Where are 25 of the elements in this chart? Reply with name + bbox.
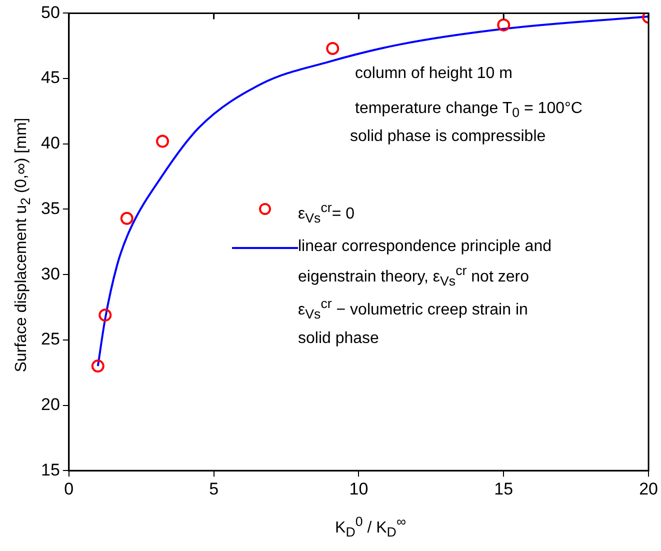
- point: [91, 360, 104, 373]
- y-tick-label: 35: [40, 198, 60, 218]
- x-tick-label: 15: [494, 479, 514, 498]
- annotation: solid phase is compressible: [350, 127, 547, 147]
- legend-label: ε$_{Vs}$$^{cr}$= 0: [298, 199, 356, 228]
- y-tick-label: 15: [40, 460, 60, 480]
- y-tick-label: 40: [40, 134, 60, 153]
- y-tick-label: 30: [40, 264, 60, 284]
- point: [98, 308, 112, 322]
- x-tick-label: 0: [64, 479, 74, 498]
- annotation: temperature change T$_{0}$ = 100°C: [355, 99, 584, 122]
- legend-label: linear correspondence principle and eigenstrain theory, ε$_{Vs}$$^{cr}$ not zero: [298, 236, 552, 290]
- point: [120, 212, 134, 225]
- y-tick-label: 25: [40, 330, 60, 349]
- point: [326, 42, 340, 55]
- x-tick-label: 20: [639, 479, 658, 498]
- x-tick-label: 5: [209, 479, 219, 498]
- annotation: ε$_{Vs}$$^{cr}$ − volumetric creep strain in solid phase: [298, 295, 529, 349]
- y-tick-label: 50: [40, 2, 60, 22]
- point: [156, 134, 170, 148]
- annotation: column of height 10 m: [355, 64, 514, 84]
- y-tick-label: 20: [40, 394, 60, 414]
- y-tick-label: 45: [40, 68, 60, 88]
- x-tick-label: 10: [349, 479, 368, 498]
- point: [497, 18, 510, 32]
